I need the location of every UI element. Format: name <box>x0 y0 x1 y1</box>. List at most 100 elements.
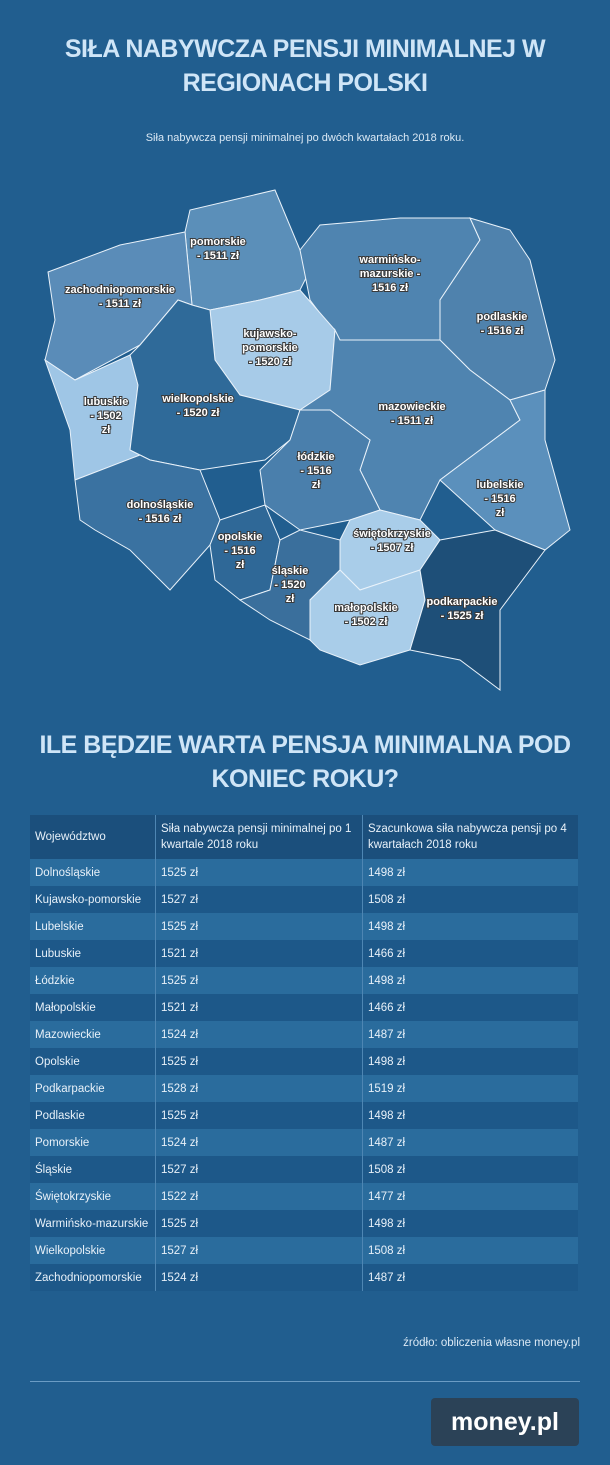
table: Województwo Siła nabywcza pensji minimaln… <box>30 815 578 1291</box>
region-label: - 1525 zł <box>441 610 484 622</box>
table-row: Lubelskie 1525 zł 1498 zł <box>30 913 578 940</box>
table-cell: Podkarpackie <box>30 1075 156 1102</box>
table-cell: 1525 zł <box>154 913 363 940</box>
table-cell: 1487 zł <box>361 1264 578 1291</box>
table-cell: 1527 zł <box>154 1156 363 1183</box>
table-cell: 1525 zł <box>154 1048 363 1075</box>
table-row: Wielkopolskie 1527 zł 1508 zł <box>30 1237 578 1264</box>
table-cell: 1524 zł <box>154 1021 363 1048</box>
table-cell: Pomorskie <box>30 1129 156 1156</box>
table-cell: Lubuskie <box>30 940 156 967</box>
table-cell: 1508 zł <box>361 1237 578 1264</box>
table-cell: Dolnośląskie <box>30 859 156 886</box>
table-row: Łódzkie 1525 zł 1498 zł <box>30 967 578 994</box>
table-cell: Podlaskie <box>30 1102 156 1129</box>
region-label: pomorskie <box>242 342 298 354</box>
region-label: mazowieckie <box>378 401 445 413</box>
table-row: Małopolskie 1521 zł 1466 zł <box>30 994 578 1021</box>
table-row: Pomorskie 1524 zł 1487 zł <box>30 1129 578 1156</box>
table-cell: Kujawsko-pomorskie <box>30 886 156 913</box>
header-row: Województwo Siła nabywcza pensji minimaln… <box>30 815 578 859</box>
table-cell: Lubelskie <box>30 913 156 940</box>
table-cell: 1527 zł <box>154 1237 363 1264</box>
table-row: Dolnośląskie 1525 zł 1498 zł <box>30 859 578 886</box>
table-cell: Warmińsko-mazurskie <box>30 1210 156 1237</box>
region-label: - 1502 zł <box>345 616 388 628</box>
table-row: Mazowieckie 1524 zł 1487 zł <box>30 1021 578 1048</box>
region-label: - 1511 zł <box>99 298 141 310</box>
table-cell: 1508 zł <box>361 1156 578 1183</box>
table-cell: 1498 zł <box>361 913 578 940</box>
table-cell: 1508 zł <box>361 886 578 913</box>
region-label: 1516 zł <box>372 282 408 294</box>
table-cell: 1527 zł <box>154 886 363 913</box>
region-label: zachodniopomorskie <box>65 284 175 296</box>
table-row: Zachodniopomorskie 1524 zł 1487 zł <box>30 1264 578 1291</box>
region-label: zł <box>236 559 245 571</box>
region-label: - 1520 zł <box>177 407 220 419</box>
table-cell: 1498 zł <box>361 967 578 994</box>
table-cell: 1528 zł <box>154 1075 363 1102</box>
table-cell: Zachodniopomorskie <box>30 1264 156 1291</box>
region-label: - 1516 <box>224 545 255 557</box>
table-cell: Mazowieckie <box>30 1021 156 1048</box>
region-label: zł <box>286 593 295 605</box>
region <box>409 529 546 691</box>
table-cell: 1487 zł <box>361 1129 578 1156</box>
region-label: - 1520 <box>274 579 305 591</box>
table-row: Warmińsko-mazurskie 1525 zł 1498 zł <box>30 1210 578 1237</box>
table-cell: Świętokrzyskie <box>30 1183 156 1210</box>
region-label: świętokrzyskie <box>353 528 431 540</box>
region-label: wielkopolskie <box>161 393 234 405</box>
table-cell: 1521 zł <box>154 940 363 967</box>
region-label: zł <box>496 507 505 519</box>
column-header: Siła nabywcza pensji minimalnej po 1 kwa… <box>154 815 363 859</box>
region-label: lubelskie <box>476 479 523 491</box>
table-cell: 1524 zł <box>154 1129 363 1156</box>
table-row: Kujawsko-pomorskie 1527 zł 1508 zł <box>30 886 578 913</box>
region-label: opolskie <box>218 531 263 543</box>
table-cell: 1522 zł <box>154 1183 363 1210</box>
region-label: małopolskie <box>334 602 398 614</box>
table-cell: Małopolskie <box>30 994 156 1021</box>
table-cell: 1466 zł <box>361 940 578 967</box>
subtitle: Siła nabywcza pensji minimalnej po dwóch… <box>145 132 465 144</box>
region-label: - 1520 zł <box>249 356 292 368</box>
section-title: ILE BĘDZIE WARTA PENSJA MINIMALNA POD KO… <box>39 731 571 793</box>
region-label: - 1507 zł <box>371 542 414 554</box>
table-cell: 1466 zł <box>361 994 578 1021</box>
region-label: - 1516 <box>300 465 331 477</box>
region-label: - 1516 zł <box>139 513 182 525</box>
table-row: Opolskie 1525 zł 1498 zł <box>30 1048 578 1075</box>
source: źródło: obliczenia własne money.pl <box>403 1337 580 1349</box>
region-label: śląskie <box>272 565 309 577</box>
region-label: pomorskie <box>190 236 246 248</box>
region-label: - 1516 zł <box>481 325 524 337</box>
table-cell: Łódzkie <box>30 967 156 994</box>
region-label: - 1511 zł <box>391 415 433 427</box>
table-cell: 1524 zł <box>154 1264 363 1291</box>
table-cell: 1477 zł <box>361 1183 578 1210</box>
table-cell: 1525 zł <box>154 1102 363 1129</box>
table-cell: 1498 zł <box>361 1102 578 1129</box>
region-label: podlaskie <box>477 311 528 323</box>
region-label: mazurskie - <box>360 268 421 280</box>
table-cell: Wielkopolskie <box>30 1237 156 1264</box>
column-header: Województwo <box>30 815 156 859</box>
logo: money.pl <box>431 1398 579 1446</box>
table-cell: Opolskie <box>30 1048 156 1075</box>
region-label: zł <box>312 479 321 491</box>
region-label: - 1502 <box>90 410 121 422</box>
table-row: Śląskie 1527 zł 1508 zł <box>30 1156 578 1183</box>
table-cell: 1525 zł <box>154 859 363 886</box>
region-label: zł <box>102 424 111 436</box>
table-row: Lubuskie 1521 zł 1466 zł <box>30 940 578 967</box>
region-label: warmińsko- <box>358 254 420 266</box>
region-label: - 1516 <box>484 493 515 505</box>
table-row: Podkarpackie 1528 zł 1519 zł <box>30 1075 578 1102</box>
table-cell: 1498 zł <box>361 1048 578 1075</box>
table-cell: 1521 zł <box>154 994 363 1021</box>
divider <box>30 1381 580 1382</box>
table-cell: 1525 zł <box>154 967 363 994</box>
